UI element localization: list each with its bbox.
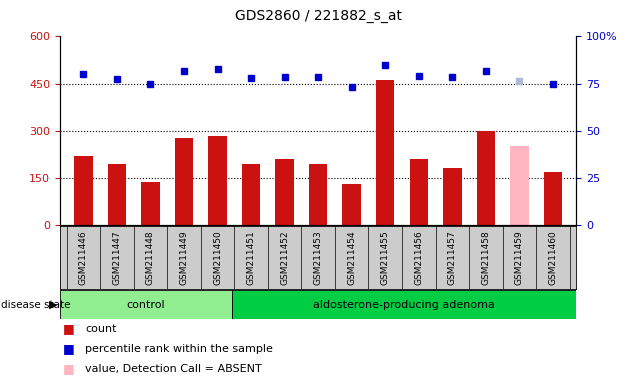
Text: ■: ■ bbox=[63, 342, 75, 355]
Text: ▶: ▶ bbox=[49, 300, 58, 310]
Bar bbox=[443, 167, 462, 225]
Bar bbox=[343, 184, 361, 225]
Bar bbox=[510, 146, 529, 225]
Text: ■: ■ bbox=[63, 382, 75, 384]
Bar bbox=[275, 159, 294, 225]
Bar bbox=[544, 172, 562, 225]
Text: GSM211452: GSM211452 bbox=[280, 230, 289, 285]
Text: GSM211451: GSM211451 bbox=[246, 230, 256, 285]
Bar bbox=[108, 164, 126, 225]
Bar bbox=[477, 131, 495, 225]
Text: ■: ■ bbox=[63, 362, 75, 375]
Bar bbox=[232, 290, 576, 319]
Text: GSM211450: GSM211450 bbox=[213, 230, 222, 285]
Text: GSM211447: GSM211447 bbox=[112, 230, 122, 285]
Text: aldosterone-producing adenoma: aldosterone-producing adenoma bbox=[313, 300, 495, 310]
Bar bbox=[141, 182, 159, 225]
Text: count: count bbox=[85, 324, 117, 334]
Text: GSM211449: GSM211449 bbox=[180, 230, 188, 285]
Bar bbox=[410, 159, 428, 225]
Bar bbox=[175, 138, 193, 225]
Text: value, Detection Call = ABSENT: value, Detection Call = ABSENT bbox=[85, 364, 262, 374]
Bar bbox=[60, 290, 232, 319]
Bar bbox=[242, 164, 260, 225]
Text: GSM211457: GSM211457 bbox=[448, 230, 457, 285]
Text: GSM211446: GSM211446 bbox=[79, 230, 88, 285]
Bar bbox=[74, 156, 93, 225]
Text: GSM211460: GSM211460 bbox=[549, 230, 558, 285]
Text: GSM211448: GSM211448 bbox=[146, 230, 155, 285]
Text: control: control bbox=[127, 300, 165, 310]
Text: GSM211456: GSM211456 bbox=[415, 230, 423, 285]
Text: GSM211458: GSM211458 bbox=[481, 230, 490, 285]
Text: disease state: disease state bbox=[1, 300, 70, 310]
Bar bbox=[376, 80, 394, 225]
Bar bbox=[309, 164, 328, 225]
Bar bbox=[209, 136, 227, 225]
Text: GSM211453: GSM211453 bbox=[314, 230, 323, 285]
Text: ■: ■ bbox=[63, 322, 75, 335]
Text: GSM211459: GSM211459 bbox=[515, 230, 524, 285]
Text: GSM211455: GSM211455 bbox=[381, 230, 390, 285]
Text: GDS2860 / 221882_s_at: GDS2860 / 221882_s_at bbox=[234, 9, 402, 23]
Text: percentile rank within the sample: percentile rank within the sample bbox=[85, 344, 273, 354]
Text: GSM211454: GSM211454 bbox=[347, 230, 356, 285]
